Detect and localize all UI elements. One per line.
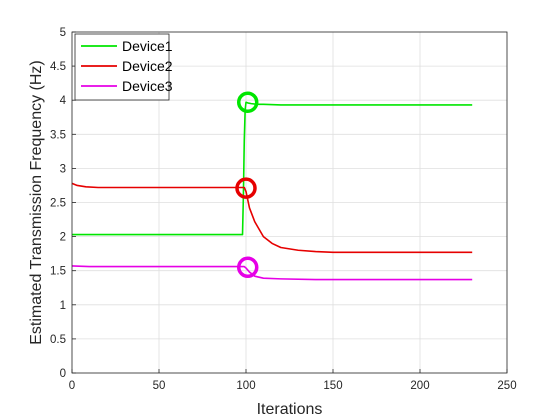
x-tick-label: 150	[323, 380, 342, 392]
y-tick-label: 5	[60, 27, 66, 39]
y-tick-label: 4	[60, 95, 67, 107]
x-tick-label: 0	[69, 380, 75, 392]
legend: Device1 Device2 Device3	[74, 33, 173, 101]
x-tick-label: 200	[410, 380, 429, 392]
legend-label: Device2	[122, 58, 173, 74]
y-tick-label: 2.5	[50, 198, 66, 210]
legend-box	[74, 33, 170, 101]
y-tick-label: 0.5	[50, 334, 66, 346]
x-tick-label: 250	[497, 380, 516, 392]
y-tick-label: 2	[60, 232, 66, 244]
series-line-device1	[72, 101, 473, 236]
y-tick-label: 3.5	[50, 129, 66, 141]
y-axis-label: Estimated Transmission Frequency (Hz)	[28, 60, 45, 345]
highlight-marker-device2	[235, 177, 257, 199]
axis-ticks: 0 50 100 150 200 250 0 0.5 1 1.5 2 2.5 3 3.5 4 4.5 5	[50, 27, 517, 392]
series-line-device3	[71, 265, 473, 281]
y-tick-label: 0	[60, 368, 66, 380]
y-tick-label: 1	[60, 300, 66, 312]
y-tick-label: 1.5	[50, 266, 66, 278]
series-line-device2	[71, 182, 473, 254]
highlight-marker-device1	[236, 91, 259, 113]
legend-label: Device1	[122, 38, 173, 54]
legend-label: Device3	[122, 78, 173, 94]
x-tick-label: 100	[236, 380, 255, 392]
highlight-markers	[235, 91, 259, 279]
x-axis-label: Iterations	[257, 401, 323, 418]
series-lines	[71, 101, 473, 281]
y-tick-label: 3	[60, 163, 66, 175]
x-tick-label: 50	[153, 380, 166, 392]
highlight-marker-device3	[236, 256, 259, 279]
y-tick-label: 4.5	[50, 61, 66, 73]
